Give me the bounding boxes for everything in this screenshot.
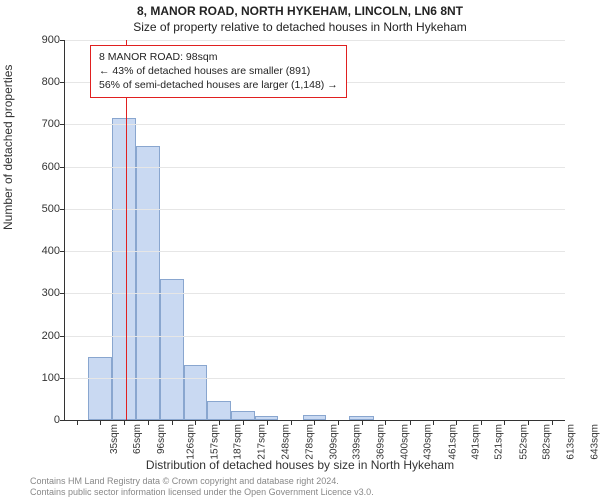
annotation-box: 8 MANOR ROAD: 98sqm ← 43% of detached ho… — [90, 45, 347, 98]
footer-line1: Contains HM Land Registry data © Crown c… — [30, 476, 374, 487]
gridline — [65, 251, 565, 252]
xtick-label: 491sqm — [471, 424, 482, 460]
xtick-label: 430sqm — [423, 424, 434, 460]
xtick-label: 187sqm — [233, 424, 244, 460]
gridline — [65, 293, 565, 294]
xtick-mark — [100, 420, 101, 425]
ytick-mark — [60, 293, 65, 294]
ytick-label: 800 — [24, 76, 60, 88]
x-axis-label: Distribution of detached houses by size … — [0, 458, 600, 472]
ytick-label: 300 — [24, 287, 60, 299]
xtick-label: 309sqm — [328, 424, 339, 460]
ytick-mark — [60, 420, 65, 421]
ytick-mark — [60, 378, 65, 379]
annotation-line1: 8 MANOR ROAD: 98sqm — [99, 50, 338, 64]
xtick-mark — [124, 420, 125, 425]
xtick-label: 126sqm — [185, 424, 196, 460]
histogram-bar — [160, 279, 184, 420]
xtick-mark — [172, 420, 173, 425]
xtick-label: 278sqm — [304, 424, 315, 460]
xtick-label: 369sqm — [375, 424, 386, 460]
xtick-label: 96sqm — [156, 424, 167, 454]
gridline — [65, 378, 565, 379]
xtick-label: 552sqm — [518, 424, 529, 460]
ytick-label: 700 — [24, 118, 60, 130]
ytick-mark — [60, 251, 65, 252]
ytick-label: 600 — [24, 161, 60, 173]
annotation-line2: ← 43% of detached houses are smaller (89… — [99, 64, 338, 78]
y-axis-label: Number of detached properties — [1, 65, 15, 230]
histogram-bar — [112, 118, 136, 420]
xtick-label: 582sqm — [542, 424, 553, 460]
histogram-bar — [207, 401, 230, 420]
xtick-label: 157sqm — [210, 424, 221, 460]
xtick-mark — [77, 420, 78, 425]
xtick-mark — [148, 420, 149, 425]
histogram-bar — [136, 146, 159, 420]
xtick-label: 339sqm — [352, 424, 363, 460]
gridline — [65, 124, 565, 125]
chart-title-address: 8, MANOR ROAD, NORTH HYKEHAM, LINCOLN, L… — [0, 4, 600, 18]
chart-container: 8, MANOR ROAD, NORTH HYKEHAM, LINCOLN, L… — [0, 0, 600, 500]
footer-line2: Contains public sector information licen… — [30, 487, 374, 498]
ytick-label: 200 — [24, 330, 60, 342]
histogram-bar — [184, 365, 207, 420]
ytick-mark — [60, 124, 65, 125]
gridline — [65, 167, 565, 168]
gridline — [65, 209, 565, 210]
gridline — [65, 336, 565, 337]
ytick-mark — [60, 82, 65, 83]
xtick-label: 400sqm — [399, 424, 410, 460]
xtick-label: 248sqm — [281, 424, 292, 460]
xtick-label: 643sqm — [589, 424, 600, 460]
ytick-mark — [60, 336, 65, 337]
xtick-label: 35sqm — [109, 424, 120, 454]
ytick-label: 500 — [24, 203, 60, 215]
footer-attribution: Contains HM Land Registry data © Crown c… — [30, 476, 374, 498]
ytick-label: 0 — [24, 414, 60, 426]
ytick-label: 400 — [24, 245, 60, 257]
xtick-label: 217sqm — [256, 424, 267, 460]
ytick-label: 900 — [24, 34, 60, 46]
xtick-label: 521sqm — [494, 424, 505, 460]
ytick-mark — [60, 40, 65, 41]
ytick-mark — [60, 167, 65, 168]
histogram-bar — [88, 357, 111, 420]
chart-title-description: Size of property relative to detached ho… — [0, 20, 600, 34]
annotation-line3: 56% of semi-detached houses are larger (… — [99, 78, 338, 92]
xtick-label: 461sqm — [447, 424, 458, 460]
xtick-label: 613sqm — [566, 424, 577, 460]
xtick-label: 65sqm — [132, 424, 143, 454]
ytick-mark — [60, 209, 65, 210]
gridline — [65, 40, 565, 41]
histogram-bar — [231, 411, 255, 420]
ytick-label: 100 — [24, 372, 60, 384]
